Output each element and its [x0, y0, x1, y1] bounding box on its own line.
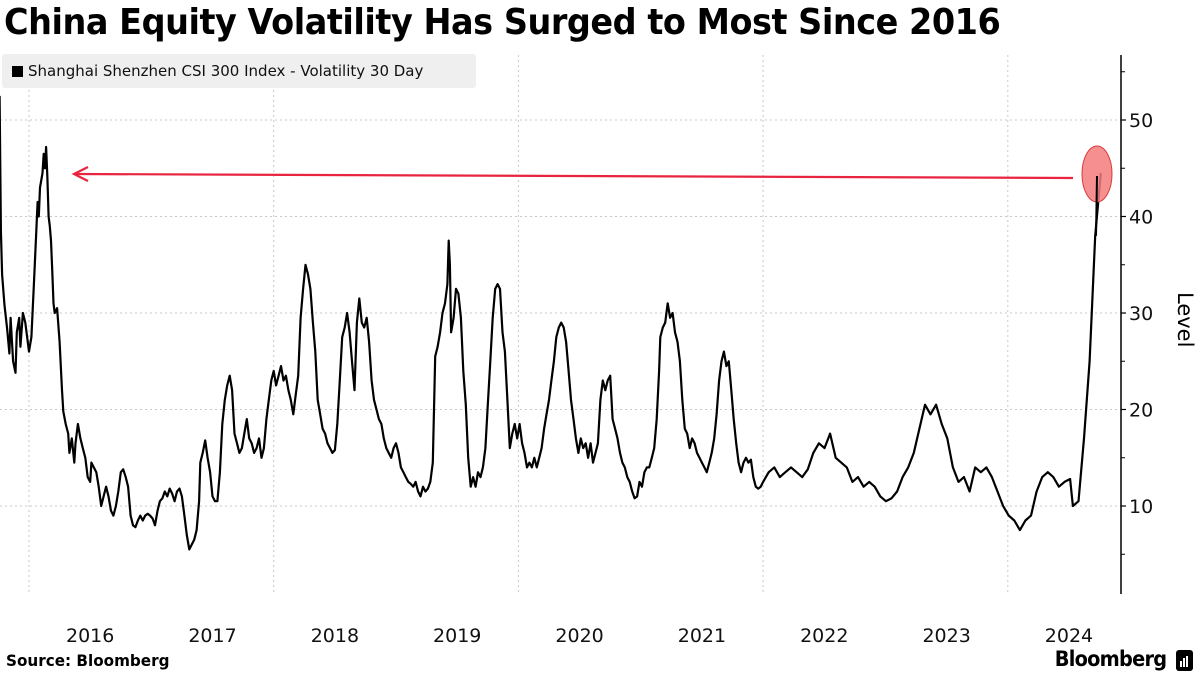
source-note: Source: Bloomberg: [6, 651, 170, 670]
series-line-tip: [1095, 175, 1098, 236]
x-tick-label-2024: 2024: [1045, 625, 1093, 647]
x-tick-label-2016: 2016: [66, 625, 114, 647]
y-tick-label: 40: [1129, 207, 1153, 229]
y-axis-title: Level: [1173, 292, 1197, 347]
x-tick-label-2018: 2018: [311, 625, 359, 647]
bloomberg-logo-text: Bloomberg: [1054, 647, 1166, 671]
legend-swatch: [12, 65, 23, 77]
x-tick-label-2017: 2017: [188, 625, 236, 647]
x-tick-label-2023: 2023: [922, 625, 970, 647]
legend-label: Shanghai Shenzhen CSI 300 Index - Volati…: [28, 62, 424, 80]
y-tick-label: 10: [1129, 496, 1153, 518]
annotations: [71, 145, 1113, 236]
arrow-line: [75, 172, 1074, 180]
x-tick-label-2021: 2021: [678, 625, 726, 647]
y-tick-label: 50: [1129, 110, 1153, 132]
chart-title: China Equity Volatility Has Surged to Mo…: [4, 2, 1001, 43]
x-tick-label-2020: 2020: [555, 625, 603, 647]
gridlines: [0, 55, 1121, 594]
y-tick-label: 20: [1129, 400, 1153, 422]
bloomberg-chart-icon: [1176, 650, 1193, 671]
arrow-head: [71, 166, 89, 182]
y-tick-label: 30: [1129, 303, 1153, 325]
x-tick-label-2019: 2019: [433, 625, 481, 647]
y-axis: 10 20 30 40 50: [1120, 55, 1153, 594]
series-line-csi300-volatility: [0, 95, 1102, 551]
legend: Shanghai Shenzhen CSI 300 Index - Volati…: [2, 54, 476, 88]
x-axis-labels: 2016 2017 2018 2019 2020 2021 2022 2023 2024: [66, 625, 1093, 647]
x-tick-label-2022: 2022: [800, 625, 848, 647]
